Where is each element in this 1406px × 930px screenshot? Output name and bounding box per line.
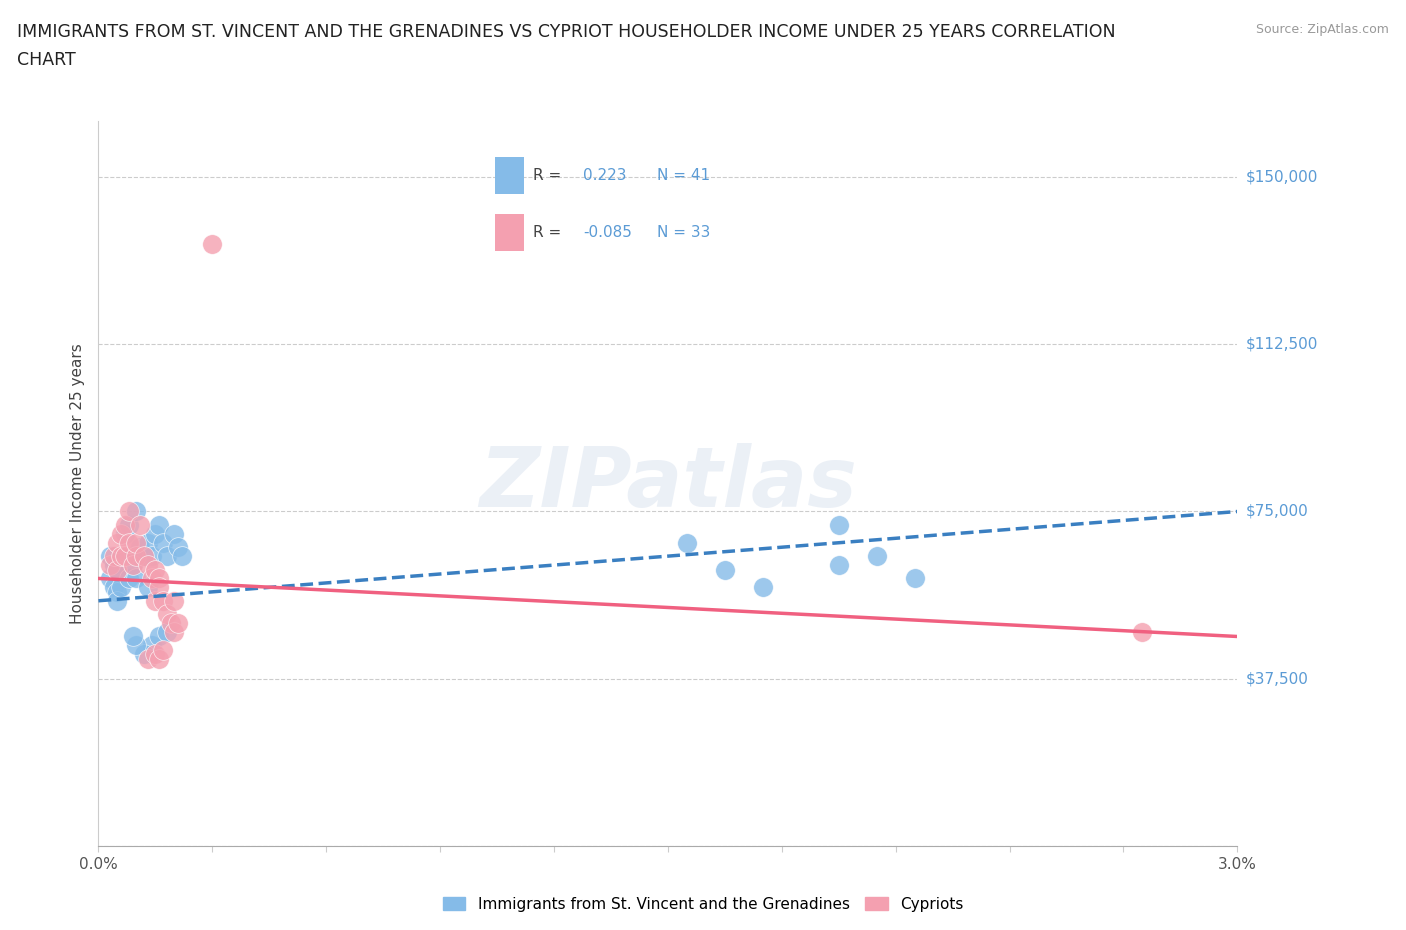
Point	[145, 526, 167, 541]
Point	[103, 580, 125, 595]
Point	[103, 549, 125, 564]
Y-axis label: Householder Income Under 25 years: Householder Income Under 25 years	[69, 343, 84, 624]
Point	[152, 536, 174, 551]
Point	[125, 504, 148, 519]
Point	[110, 549, 132, 564]
Point	[98, 549, 121, 564]
Point	[201, 236, 224, 251]
Point	[156, 549, 179, 564]
Point	[114, 549, 136, 564]
Point	[152, 593, 174, 608]
Point	[125, 536, 148, 551]
Point	[136, 558, 159, 573]
Point	[148, 580, 170, 595]
Point	[167, 539, 190, 554]
Point	[110, 549, 132, 564]
Point	[118, 504, 141, 519]
Point	[129, 539, 152, 554]
Point	[132, 549, 155, 564]
Point	[141, 549, 163, 564]
Point	[828, 517, 851, 532]
Text: $150,000: $150,000	[1246, 169, 1317, 184]
Text: $75,000: $75,000	[1246, 504, 1309, 519]
Point	[170, 549, 193, 564]
Point	[136, 536, 159, 551]
Point	[114, 549, 136, 564]
Point	[1132, 625, 1154, 640]
Point	[125, 549, 148, 564]
Point	[148, 629, 170, 644]
Point	[107, 584, 129, 599]
Text: $112,500: $112,500	[1246, 337, 1317, 352]
Text: ZIPatlas: ZIPatlas	[479, 443, 856, 525]
Point	[141, 638, 163, 653]
Point	[145, 647, 167, 662]
Text: Source: ZipAtlas.com: Source: ZipAtlas.com	[1256, 23, 1389, 36]
Point	[148, 517, 170, 532]
Point	[163, 526, 186, 541]
Point	[121, 629, 143, 644]
Point	[118, 571, 141, 586]
Point	[676, 536, 699, 551]
Point	[114, 526, 136, 541]
Point	[110, 526, 132, 541]
Point	[141, 571, 163, 586]
Point	[152, 643, 174, 658]
Point	[136, 651, 159, 666]
Point	[167, 616, 190, 631]
Point	[145, 593, 167, 608]
Point	[148, 651, 170, 666]
Point	[114, 517, 136, 532]
Point	[107, 593, 129, 608]
Point	[107, 562, 129, 577]
Point	[103, 558, 125, 573]
Point	[136, 580, 159, 595]
Point	[866, 549, 889, 564]
Point	[163, 593, 186, 608]
Point	[132, 647, 155, 662]
Point	[752, 580, 775, 595]
Point	[121, 558, 143, 573]
Point	[98, 558, 121, 573]
Point	[107, 562, 129, 577]
Point	[121, 558, 143, 573]
Point	[110, 580, 132, 595]
Text: CHART: CHART	[17, 51, 76, 69]
Text: IMMIGRANTS FROM ST. VINCENT AND THE GRENADINES VS CYPRIOT HOUSEHOLDER INCOME UND: IMMIGRANTS FROM ST. VINCENT AND THE GREN…	[17, 23, 1115, 41]
Point	[118, 517, 141, 532]
Point	[98, 571, 121, 586]
Legend: Immigrants from St. Vincent and the Grenadines, Cypriots: Immigrants from St. Vincent and the Gren…	[436, 890, 970, 918]
Point	[828, 558, 851, 573]
Text: $37,500: $37,500	[1246, 671, 1309, 686]
Point	[129, 517, 152, 532]
Point	[163, 625, 186, 640]
Point	[145, 562, 167, 577]
Point	[132, 549, 155, 564]
Point	[125, 571, 148, 586]
Point	[159, 616, 181, 631]
Point	[156, 625, 179, 640]
Point	[714, 562, 737, 577]
Point	[118, 536, 141, 551]
Point	[904, 571, 927, 586]
Point	[156, 606, 179, 621]
Point	[107, 536, 129, 551]
Point	[148, 571, 170, 586]
Point	[125, 638, 148, 653]
